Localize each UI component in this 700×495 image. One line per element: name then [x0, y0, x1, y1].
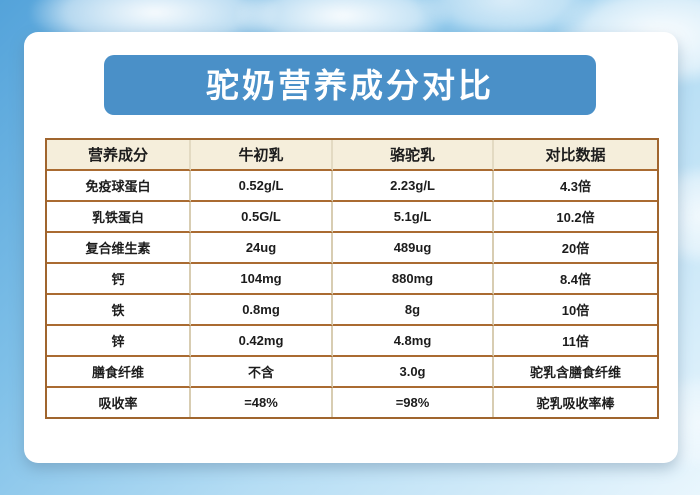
cell-comparison-value: 10倍: [494, 295, 657, 326]
page-title: 驼奶营养成分对比: [206, 66, 494, 104]
table-header-row: 营养成分 牛初乳 骆驼乳 对比数据: [47, 140, 657, 171]
table-row-calcium: 钙 104mg 880mg 8.4倍: [47, 264, 657, 295]
table-row-lactoferrin: 乳铁蛋白 0.5G/L 5.1g/L 10.2倍: [47, 202, 657, 233]
column-header-camel-milk: 骆驼乳: [333, 140, 494, 171]
table-row-immunoglobulin: 免疫球蛋白 0.52g/L 2.23g/L 4.3倍: [47, 171, 657, 202]
cell-bovine-value: 104mg: [191, 264, 333, 295]
cell-camel-value: =98%: [333, 388, 494, 417]
cell-bovine-value: =48%: [191, 388, 333, 417]
cell-comparison-value: 4.3倍: [494, 171, 657, 202]
column-header-nutrient: 营养成分: [47, 140, 191, 171]
table-row-iron: 铁 0.8mg 8g 10倍: [47, 295, 657, 326]
cell-camel-value: 3.0g: [333, 357, 494, 388]
cell-bovine-value: 0.52g/L: [191, 171, 333, 202]
table-row-zinc: 锌 0.42mg 4.8mg 11倍: [47, 326, 657, 357]
cell-comparison-value: 10.2倍: [494, 202, 657, 233]
cell-comparison-value: 驼乳吸收率棒: [536, 396, 615, 411]
cell-nutrient: 锌: [47, 326, 191, 357]
cell-nutrient: 钙: [47, 264, 191, 295]
cell-camel-value: 2.23g/L: [333, 171, 494, 202]
nutrition-comparison-table: 营养成分 牛初乳 骆驼乳 对比数据 免疫球蛋白 0.52g/L 2.23g/L …: [45, 138, 659, 419]
cell-camel-value: 4.8mg: [333, 326, 494, 357]
cell-comparison-value: 8.4倍: [494, 264, 657, 295]
table-row-multivitamin: 复合维生素 24ug 489ug 20倍: [47, 233, 657, 264]
cell-camel-value: 880mg: [333, 264, 494, 295]
cell-comparison-value: 20倍: [494, 233, 657, 264]
cell-camel-value: 8g: [333, 295, 494, 326]
cell-comparison-value: 驼乳含膳食纤维: [494, 357, 657, 388]
cell-comparison-value: 11倍: [494, 326, 657, 357]
title-banner: 驼奶营养成分对比: [104, 55, 596, 115]
cell-bovine-value: 0.8mg: [191, 295, 333, 326]
cell-nutrient: 吸收率: [47, 388, 191, 417]
cell-nutrient: 复合维生素: [47, 233, 191, 264]
table-row-absorption-rate: 吸收率 =48% =98% 驼乳吸收率棒: [47, 388, 657, 417]
cell-nutrient: 膳食纤维: [47, 357, 191, 388]
infographic-card: 驼奶营养成分对比 营养成分 牛初乳 骆驼乳 对比数据 免疫球蛋白: [24, 32, 678, 463]
column-header-bovine-colostrum: 牛初乳: [191, 140, 333, 171]
column-header-comparison: 对比数据: [494, 140, 657, 171]
cell-bovine-value: 24ug: [191, 233, 333, 264]
cell-nutrient: 乳铁蛋白: [47, 202, 191, 233]
cell-camel-value: 489ug: [333, 233, 494, 264]
cell-nutrient: 免疫球蛋白: [47, 171, 191, 202]
table-row-dietary-fiber: 膳食纤维 不含 3.0g 驼乳含膳食纤维: [47, 357, 657, 388]
cell-nutrient: 铁: [47, 295, 191, 326]
cell-camel-value: 5.1g/L: [333, 202, 494, 233]
cell-bovine-value: 0.42mg: [191, 326, 333, 357]
cell-bovine-value: 0.5G/L: [191, 202, 333, 233]
cell-bovine-value: 不含: [191, 357, 333, 388]
